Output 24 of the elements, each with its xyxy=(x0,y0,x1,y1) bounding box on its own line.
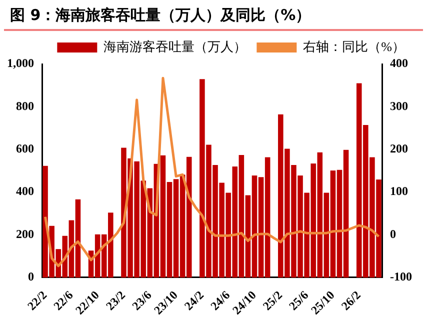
y2-tick-label: 200 xyxy=(390,141,408,156)
y-tick-label: 400 xyxy=(16,184,34,198)
y-tick-label: 0 xyxy=(28,270,34,284)
x-tick-label: 22/6 xyxy=(50,288,76,313)
y2-tick-label: 400 xyxy=(390,56,408,70)
legend-label: 右轴：同比（%） xyxy=(303,38,406,54)
x-tick-label: 22/2 xyxy=(24,288,50,313)
y2-tick-label: 100 xyxy=(390,184,408,198)
legend-label: 海南游客吞吐量（万人） xyxy=(104,38,247,54)
x-tick-label: 23/2 xyxy=(103,288,128,313)
x-tick-label: 26/2 xyxy=(338,288,364,313)
x-tick-label: 25/6 xyxy=(286,288,312,313)
x-tick-label: 25/2 xyxy=(260,288,285,313)
y-tick-label: 800 xyxy=(16,98,34,113)
y-tick-label: 1,000 xyxy=(7,56,34,70)
y2-tick-label: -100 xyxy=(390,270,412,284)
x-tick-label: 24/2 xyxy=(182,288,207,313)
chart-title: 图 9：海南旅客吞吐量（万人）及同比（%） xyxy=(4,0,423,31)
y-tick-label: 600 xyxy=(16,141,34,156)
y2-tick-label: 300 xyxy=(390,98,408,113)
x-tick-label: 24/6 xyxy=(208,288,233,313)
x-tick-label: 23/6 xyxy=(129,288,154,313)
y-tick-label: 200 xyxy=(16,226,34,241)
y2-tick-label: 0 xyxy=(390,226,396,241)
